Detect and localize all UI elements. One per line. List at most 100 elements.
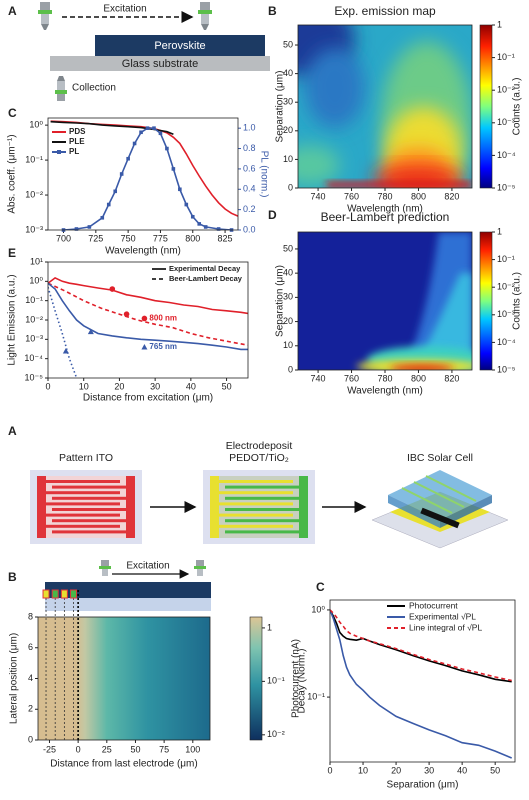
marker	[113, 189, 118, 194]
marker	[139, 130, 143, 135]
annotation: 765 nm	[149, 342, 177, 351]
diagram-bottom: Excitation	[30, 470, 509, 611]
marker	[87, 225, 92, 229]
step-label: PEDOT/TiO₂	[229, 452, 289, 464]
electrode-finger	[46, 502, 120, 506]
electrode	[70, 589, 78, 599]
colorbar-tick-label: 10⁻⁵	[497, 182, 516, 192]
x-tick-label: 20	[391, 765, 401, 775]
plot-area	[298, 25, 472, 188]
glass-layer	[45, 598, 211, 611]
y-tick-label: 10	[283, 340, 293, 350]
series-line	[330, 609, 513, 759]
legend-label: PDS	[69, 127, 86, 136]
colorbar-tick-label: 10⁻²	[497, 85, 515, 95]
y-tick-label: 2	[28, 704, 33, 714]
plot-frame	[297, 231, 473, 371]
electrode-finger	[46, 513, 120, 517]
plot-area	[50, 120, 238, 230]
x-tick-label: 800	[411, 191, 426, 201]
marker	[171, 167, 176, 171]
y-axis-label: Light Emission (a.u.)	[7, 274, 18, 365]
marker	[132, 141, 137, 146]
colorbar-tick-label: 10⁻³	[497, 117, 515, 127]
electrode-finger	[225, 496, 299, 500]
legend-label: Photocurrent	[409, 600, 458, 610]
panel-letter: B	[8, 570, 17, 584]
y-tick-label: 0	[288, 364, 293, 374]
y-tick-label: 10	[283, 154, 293, 164]
panel-letter: A	[8, 424, 17, 438]
x-tick-label: 40	[457, 765, 467, 775]
series-line	[48, 276, 248, 315]
panel-letter: D	[268, 208, 277, 222]
glass-layer	[50, 56, 270, 71]
panel-letter: C	[8, 106, 17, 120]
marker	[197, 222, 202, 226]
x-tick-label: 40	[186, 381, 196, 391]
series-marker	[87, 328, 94, 335]
y-tick-label: 10⁻⁴	[24, 353, 43, 363]
chart: Distance from excitation (μm) Light Emiss…	[7, 256, 249, 404]
annotation: 800 nm	[149, 314, 177, 323]
panel-letter: B	[268, 4, 277, 18]
colorbar-tick-label: 10⁻³	[497, 309, 515, 319]
objective	[198, 2, 212, 30]
y2-tick-label: 0.2	[243, 204, 256, 214]
colorbar	[479, 24, 493, 189]
ibc-cell	[371, 470, 509, 549]
y-tick-label: 0	[288, 182, 293, 192]
label: Collection	[72, 83, 116, 94]
electrode	[42, 589, 50, 599]
x-axis-label: Distance from last electrode (μm)	[50, 759, 197, 770]
x-tick-label: 820	[444, 191, 459, 201]
x-tick-label: 700	[56, 233, 71, 243]
perovskite-layer	[95, 35, 265, 56]
y-tick-label: 30	[283, 97, 293, 107]
step-label: IBC Solar Cell	[407, 452, 473, 464]
y-tick-label: 40	[283, 68, 293, 78]
electrode-finger	[219, 513, 293, 517]
colorbar-tick-label: 10⁻⁴	[497, 337, 516, 347]
legend-label: PLE	[69, 137, 85, 146]
electrode-finger	[52, 508, 126, 511]
colorbar-label: Counts (a.u.)	[512, 78, 523, 136]
y-tick-label: 10⁰	[311, 604, 325, 614]
x-tick-label: 780	[377, 191, 392, 201]
x-tick-label: 725	[88, 233, 103, 243]
objective	[55, 76, 67, 101]
electrode-bar	[126, 476, 135, 538]
x-tick-label: 0	[327, 765, 332, 775]
x-tick-label: -25	[43, 744, 56, 754]
x-tick-label: 50	[490, 765, 500, 775]
x-tick-label: 25	[102, 744, 112, 754]
electrode-finger	[52, 496, 126, 500]
x-tick-label: 50	[222, 381, 232, 391]
plot-area	[330, 609, 513, 759]
y-tick-label: 50	[283, 243, 293, 253]
y-tick-label: 10⁻³	[25, 224, 43, 234]
panel-letter: C	[316, 580, 325, 594]
y-tick-label: 10⁻¹	[307, 691, 325, 701]
marker	[100, 215, 105, 220]
marker	[126, 156, 130, 161]
colorbar-tick-label: 10⁻⁵	[497, 364, 516, 374]
chart: Separation (μm) Decay (Norm.) 0 10 20 30 40 50 1…	[297, 599, 516, 791]
x-axis-label: Wavelength (nm)	[347, 386, 423, 397]
panel-letter: A	[8, 4, 17, 18]
colorbar-tick-label: 1	[497, 19, 502, 29]
colorbar-label: Counts (a.u.)	[512, 272, 523, 330]
y-tick-label: 10⁰	[29, 120, 43, 130]
x-tick-label: 100	[185, 744, 200, 754]
y-tick-label: 10⁻²	[25, 189, 43, 199]
plot-area	[298, 232, 472, 370]
y-tick-label: 10¹	[30, 256, 43, 266]
chart: Distance from last electrode (μm) Lateral…	[9, 611, 302, 769]
electrode-pattern	[37, 476, 135, 538]
heatmap-image	[410, 273, 472, 370]
step-label: Electrodeposit	[226, 440, 293, 452]
colorbar-tick-label: 10⁻²	[497, 282, 515, 292]
electrode-finger	[46, 524, 120, 528]
electrode-bar	[299, 476, 308, 538]
electrode-finger	[225, 485, 299, 489]
